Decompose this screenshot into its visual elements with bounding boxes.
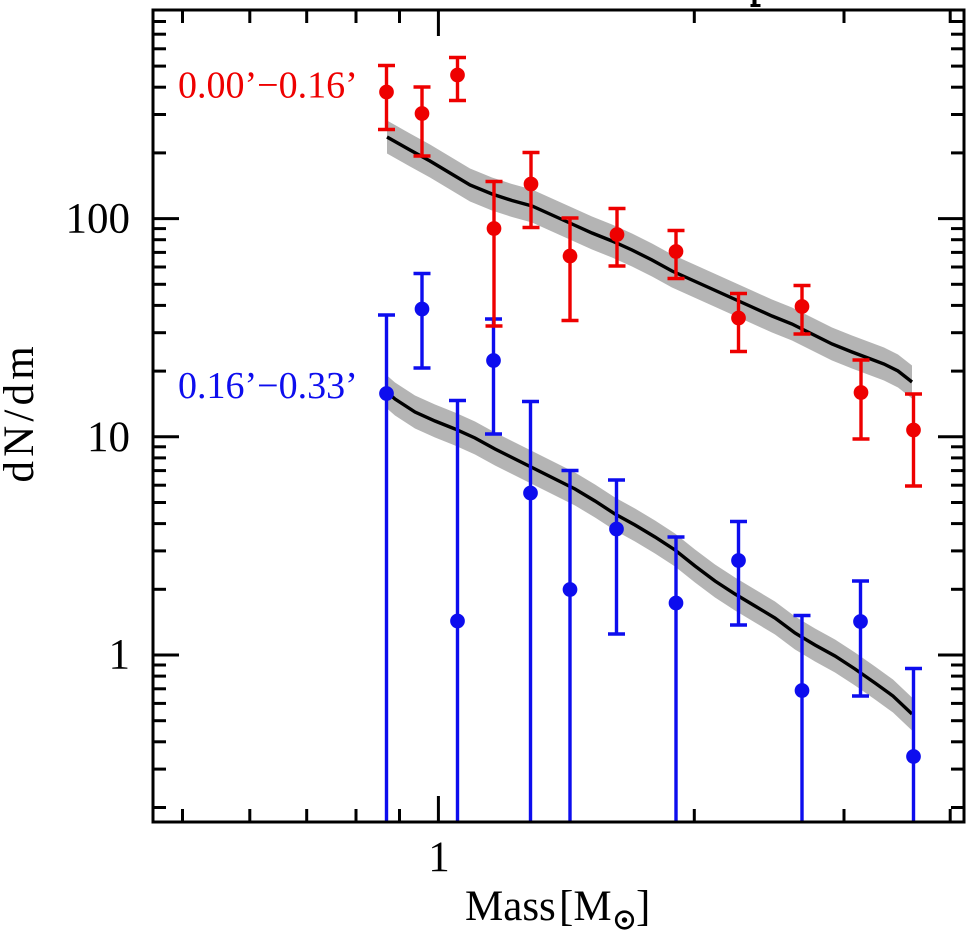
svg-text:100: 100 bbox=[66, 196, 131, 243]
svg-text:0.00’−0.16’: 0.00’−0.16’ bbox=[178, 65, 358, 107]
svg-text:]: ] bbox=[636, 883, 650, 930]
svg-text:dN/dm: dN/dm bbox=[0, 342, 43, 482]
svg-text:Mass: Mass bbox=[465, 883, 556, 930]
svg-text:1: 1 bbox=[428, 834, 450, 881]
svg-text:0.16’−0.33’: 0.16’−0.33’ bbox=[178, 365, 358, 407]
svg-text:[M: [M bbox=[559, 883, 612, 930]
svg-text:1: 1 bbox=[109, 632, 131, 679]
svg-text:10: 10 bbox=[87, 414, 130, 461]
